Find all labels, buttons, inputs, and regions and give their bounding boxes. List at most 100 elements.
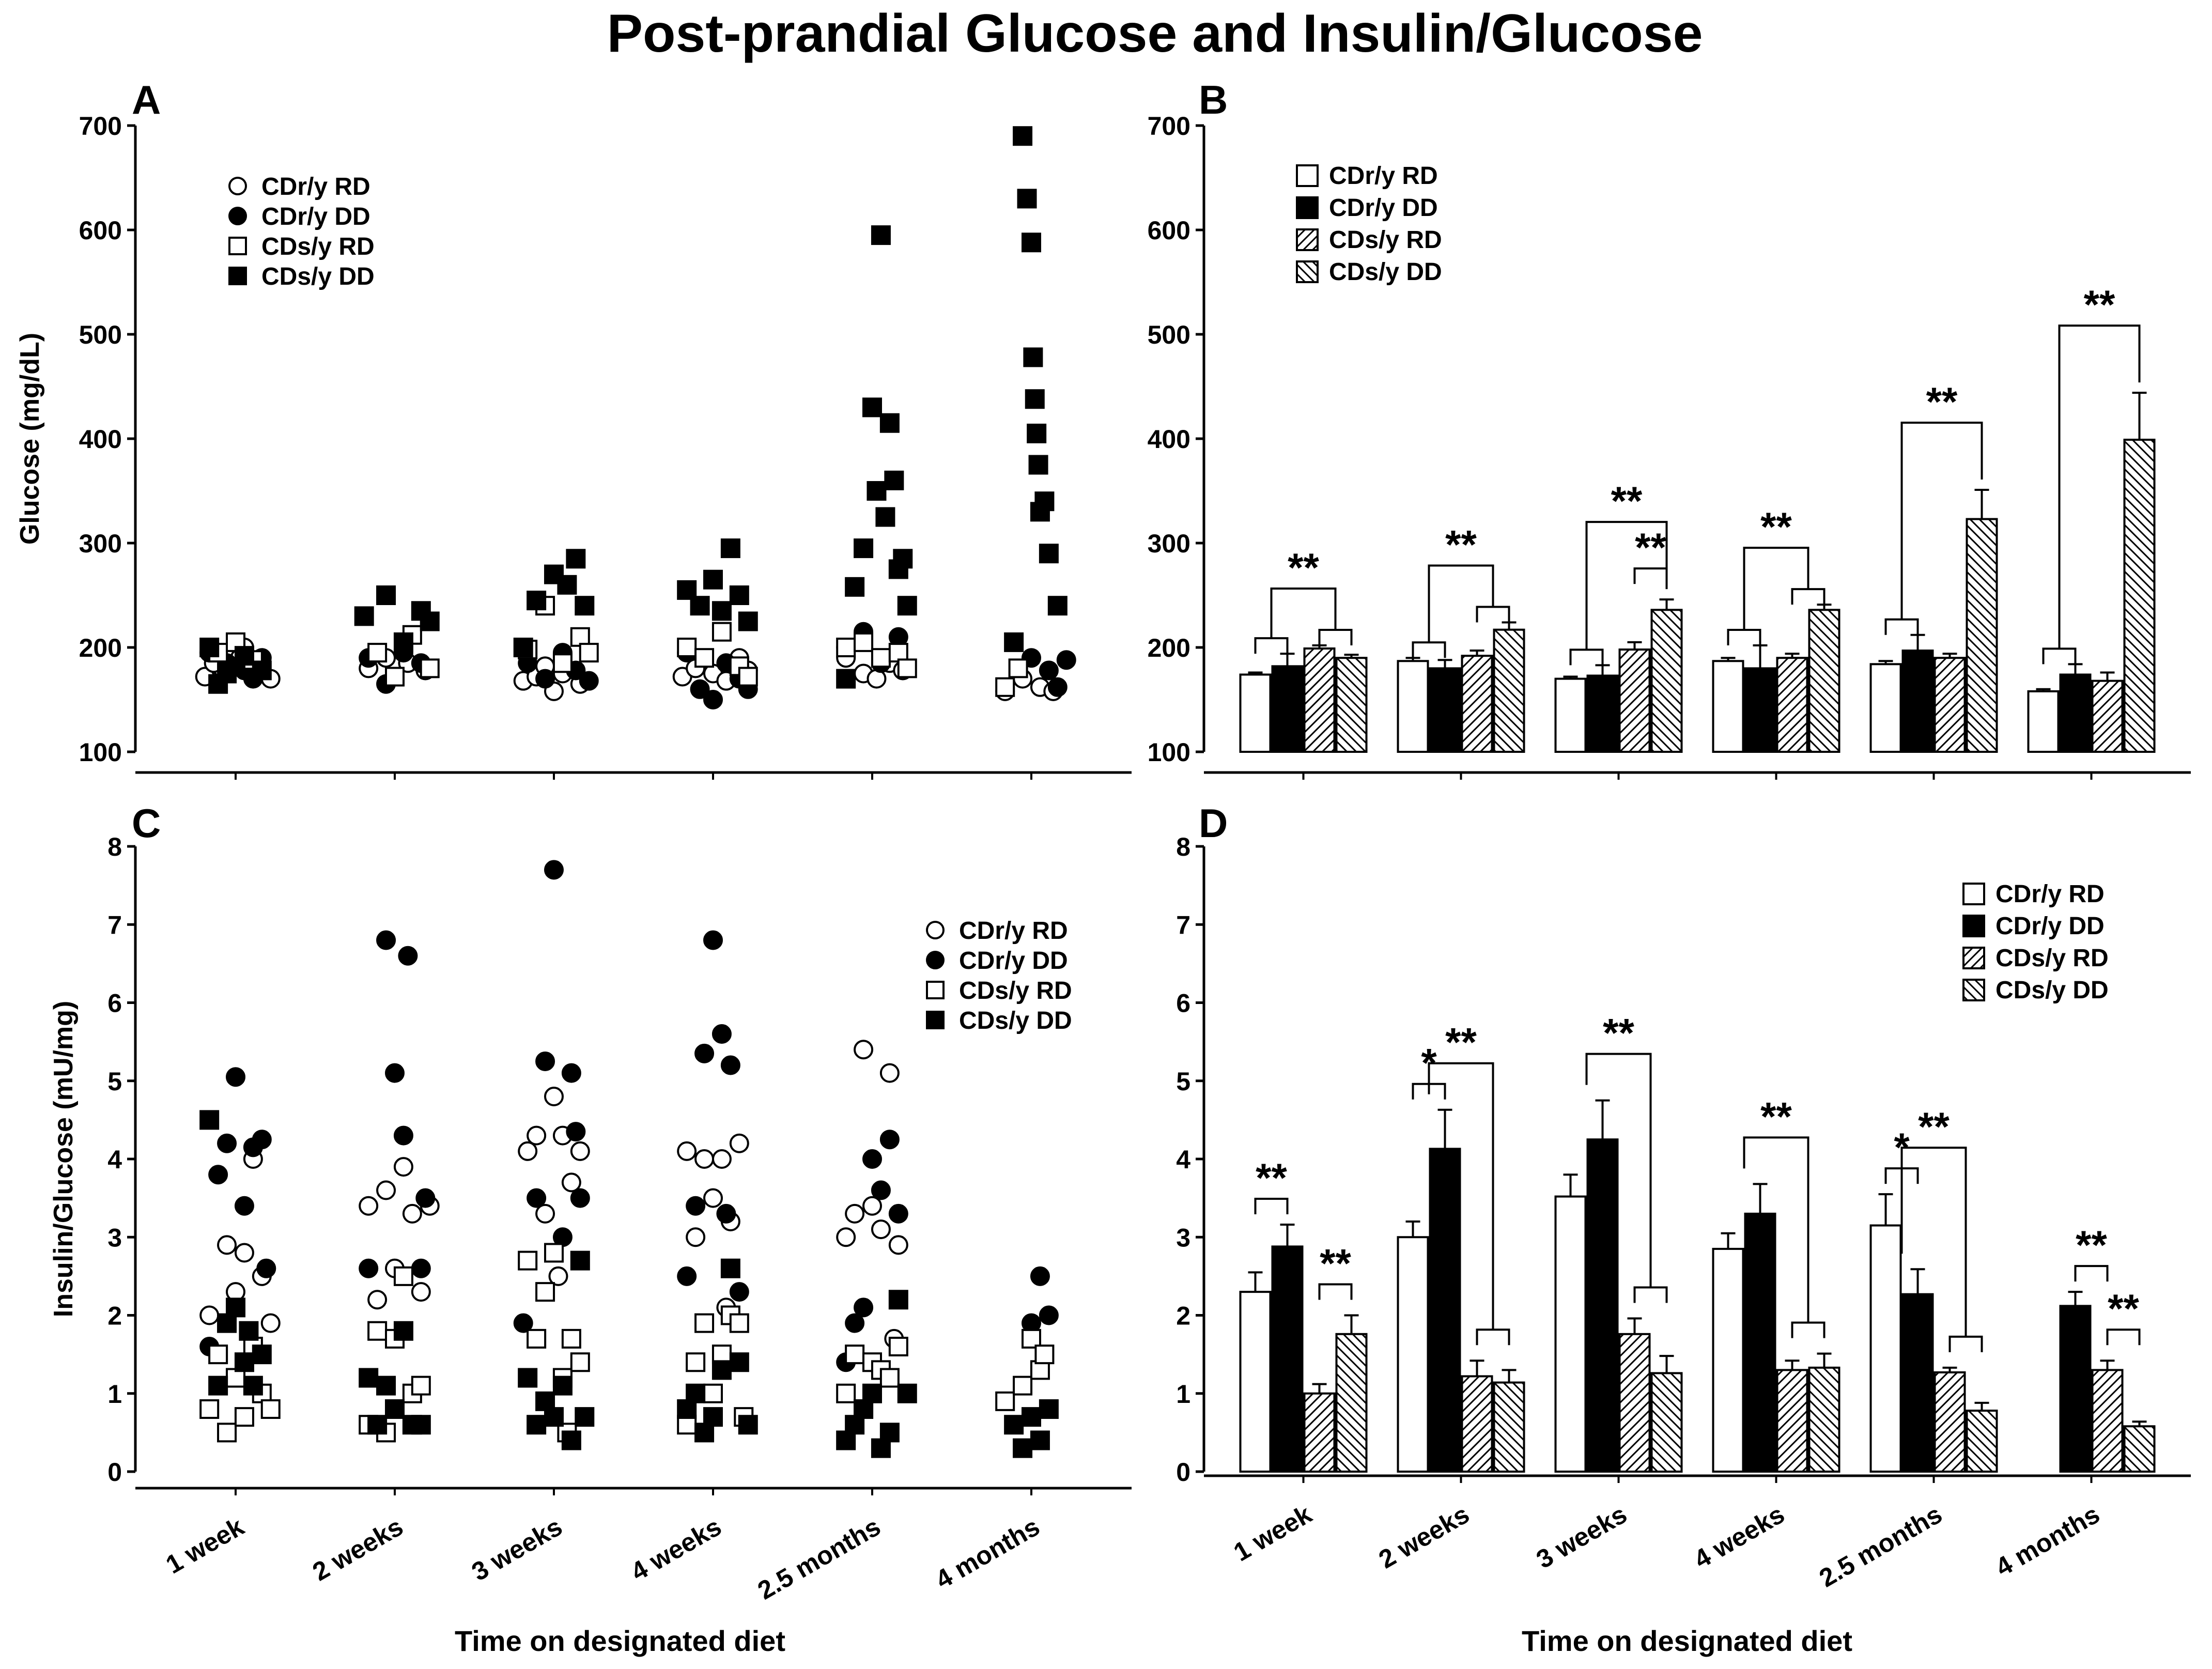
point-c-cdr-y-rd	[686, 1227, 706, 1247]
legend-label-b-cdr-y-dd: CDr/y DD	[1329, 194, 1438, 222]
point-c-cds-y-rd	[729, 1313, 749, 1333]
point-a-cds-y-dd	[703, 569, 723, 590]
bar-d-cds-y-dd	[1493, 1381, 1525, 1473]
bar-d-cds-y-dd	[1335, 1333, 1368, 1473]
sig-label-d: **	[1760, 1093, 1792, 1139]
legend-swatch-d-cdr-y-rd	[1962, 883, 1985, 905]
point-c-cds-y-rd	[411, 1376, 431, 1396]
point-c-cds-y-rd	[393, 1266, 413, 1286]
bar-b-cds-y-dd	[1493, 628, 1525, 753]
sig-label-b: **	[2084, 282, 2115, 327]
bar-b-cdr-y-rd	[1712, 660, 1744, 753]
point-c-cds-y-dd	[199, 1110, 220, 1130]
point-c-cds-y-dd	[888, 1290, 908, 1310]
point-c-cdr-y-dd	[716, 1203, 736, 1224]
bar-b-cds-y-dd	[1966, 518, 1998, 753]
point-a-cdr-y-dd	[1056, 650, 1076, 670]
point-a-cds-y-dd	[513, 638, 533, 657]
point-c-cdr-y-rd	[402, 1203, 422, 1224]
y-tick-label-d: 4	[1176, 1145, 1190, 1174]
point-a-cds-y-dd	[420, 611, 440, 631]
sig-bracket-d	[2074, 1265, 2109, 1282]
bar-d-cds-y-dd	[2123, 1425, 2156, 1473]
point-c-cdr-y-dd	[888, 1203, 908, 1224]
bar-b-cds-y-rd	[1776, 657, 1808, 753]
y-tick-label-a: 400	[79, 425, 122, 454]
point-c-cdr-y-dd	[359, 1258, 379, 1278]
panel-label-c: C	[132, 800, 161, 846]
y-tick-label-c: 1	[107, 1380, 122, 1409]
point-c-cds-y-dd	[208, 1376, 228, 1396]
figure-title: Post-prandial Glucose and Insulin/Glucos…	[607, 4, 1703, 64]
sig-label-d: **	[1603, 1010, 1634, 1056]
y-tick-label-a: 300	[79, 529, 122, 558]
bar-d-cdr-y-dd	[1901, 1293, 1934, 1473]
point-c-cdr-y-rd	[393, 1157, 413, 1177]
y-tick-label-d: 7	[1176, 910, 1190, 939]
bar-d-cdr-y-dd	[1429, 1148, 1461, 1473]
point-c-cdr-y-dd	[252, 1130, 272, 1150]
sig-bracket-b	[2058, 324, 2141, 649]
point-a-cds-y-rd	[897, 658, 917, 678]
sig-label-b: **	[1635, 524, 1666, 570]
bar-b-cdr-y-dd	[1586, 674, 1619, 753]
y-tick-label-d: 1	[1176, 1380, 1190, 1409]
point-c-cds-y-rd	[527, 1328, 547, 1349]
point-a-cds-y-rd	[677, 638, 697, 657]
point-c-cdr-y-dd	[686, 1196, 706, 1216]
bar-b-cds-y-rd	[1303, 647, 1336, 753]
point-c-cdr-y-dd	[208, 1165, 228, 1185]
point-a-cds-y-rd	[738, 667, 758, 687]
bar-b-cdr-y-dd	[1744, 667, 1776, 753]
point-c-cds-y-rd	[518, 1250, 538, 1271]
point-a-cds-y-dd	[1022, 233, 1041, 253]
legend-marker-c-cds-y-rd	[926, 981, 945, 999]
point-a-cds-y-dd	[252, 660, 272, 681]
bar-d-cds-y-rd	[1303, 1392, 1336, 1473]
point-c-cds-y-dd	[729, 1352, 749, 1372]
point-c-cds-y-dd	[879, 1423, 900, 1443]
point-c-cds-y-dd	[720, 1258, 740, 1278]
legend-swatch-b-cdr-y-dd	[1296, 196, 1319, 219]
point-c-cdr-y-dd	[566, 1122, 586, 1142]
y-tick-label-b: 600	[1148, 216, 1190, 245]
legend-label-d-cdr-y-rd: CDr/y RD	[1996, 880, 2105, 908]
point-a-cds-y-dd	[845, 577, 865, 597]
legend-label-d-cds-y-dd: CDs/y DD	[1996, 977, 2109, 1004]
sig-bracket-d	[1743, 1136, 1809, 1323]
sig-bracket-b	[2042, 647, 2077, 664]
sig-bracket-d	[1428, 1062, 1494, 1330]
point-c-cdr-y-dd	[535, 1051, 555, 1071]
bar-b-cds-y-rd	[1618, 648, 1651, 753]
point-c-cds-y-rd	[845, 1345, 865, 1365]
sig-label-d: **	[2076, 1222, 2107, 1268]
sig-bracket-d	[1476, 1328, 1510, 1346]
bar-d-cds-y-dd	[1650, 1372, 1683, 1473]
bar-d-cds-y-dd	[1808, 1366, 1840, 1473]
point-c-cdr-y-dd	[694, 1043, 715, 1063]
point-c-cdr-y-dd	[677, 1266, 697, 1286]
point-c-cdr-y-dd	[862, 1149, 882, 1169]
point-a-cds-y-dd	[234, 646, 254, 666]
sig-label-d: **	[1445, 1019, 1477, 1065]
point-c-cds-y-rd	[1013, 1376, 1033, 1396]
point-a-cds-y-dd	[867, 481, 887, 501]
point-c-cdr-y-dd	[711, 1024, 732, 1044]
x-tick-label-d: 4 weeks	[1689, 1500, 1789, 1574]
x-tick-label-c: 3 weeks	[467, 1512, 567, 1586]
y-tick-label-d: 2	[1176, 1302, 1190, 1331]
bar-b-cdr-y-rd	[1239, 673, 1272, 753]
legend-label-b-cds-y-rd: CDs/y RD	[1329, 226, 1442, 254]
x-axis-title-right: Time on designated diet	[1522, 1625, 1852, 1657]
sig-bracket-b	[1743, 547, 1809, 630]
bar-b-cdr-y-rd	[2027, 690, 2060, 753]
sig-label-b: **	[1760, 504, 1792, 549]
legend-label-d-cds-y-rd: CDs/y RD	[1996, 945, 2109, 972]
point-a-cds-y-dd	[575, 596, 595, 616]
point-a-cds-y-dd	[1004, 632, 1024, 652]
legend-label-c-cdr-y-rd: CDr/y RD	[959, 917, 1068, 945]
point-c-cds-y-rd	[888, 1337, 908, 1356]
point-c-cds-y-dd	[226, 1297, 245, 1318]
legend-swatch-b-cds-y-dd	[1296, 260, 1319, 283]
point-c-cdr-y-dd	[720, 1055, 740, 1075]
